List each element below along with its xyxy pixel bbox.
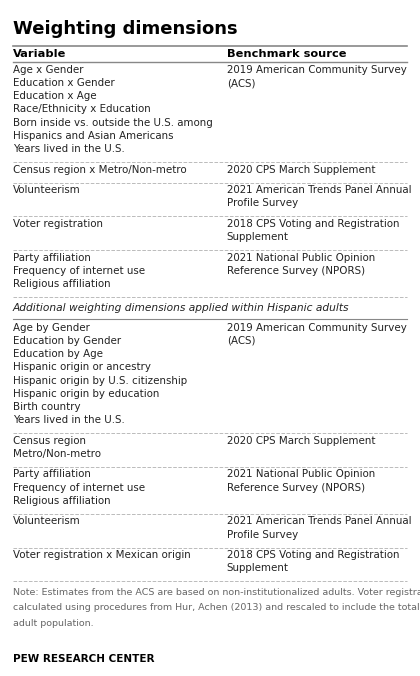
Text: Education x Gender: Education x Gender xyxy=(13,78,114,88)
Text: Reference Survey (NPORS): Reference Survey (NPORS) xyxy=(227,483,365,493)
Text: Reference Survey (NPORS): Reference Survey (NPORS) xyxy=(227,266,365,276)
Text: 2020 CPS March Supplement: 2020 CPS March Supplement xyxy=(227,436,375,445)
Text: Religious affiliation: Religious affiliation xyxy=(13,496,110,506)
Text: adult population.: adult population. xyxy=(13,619,93,627)
Text: 2021 National Public Opinion: 2021 National Public Opinion xyxy=(227,253,375,263)
Text: Weighting dimensions: Weighting dimensions xyxy=(13,20,237,39)
Text: 2018 CPS Voting and Registration: 2018 CPS Voting and Registration xyxy=(227,219,399,229)
Text: Note: Estimates from the ACS are based on non-institutionalized adults. Voter re: Note: Estimates from the ACS are based o… xyxy=(13,588,420,597)
Text: Voter registration: Voter registration xyxy=(13,219,102,229)
Text: Religious affiliation: Religious affiliation xyxy=(13,279,110,289)
Text: Census region: Census region xyxy=(13,436,86,445)
Text: 2018 CPS Voting and Registration: 2018 CPS Voting and Registration xyxy=(227,550,399,560)
Text: Hispanic origin by education: Hispanic origin by education xyxy=(13,389,159,399)
Text: Hispanics and Asian Americans: Hispanics and Asian Americans xyxy=(13,130,173,141)
Text: Benchmark source: Benchmark source xyxy=(227,49,346,59)
Text: Party affiliation: Party affiliation xyxy=(13,470,90,479)
Text: Race/Ethnicity x Education: Race/Ethnicity x Education xyxy=(13,105,150,114)
Text: Metro/Non-metro: Metro/Non-metro xyxy=(13,449,101,459)
Text: Hispanic origin or ancestry: Hispanic origin or ancestry xyxy=(13,362,151,372)
Text: Party affiliation: Party affiliation xyxy=(13,253,90,263)
Text: Voter registration x Mexican origin: Voter registration x Mexican origin xyxy=(13,550,190,560)
Text: (ACS): (ACS) xyxy=(227,336,255,346)
Text: calculated using procedures from Hur, Achen (2013) and rescaled to include the t: calculated using procedures from Hur, Ac… xyxy=(13,604,420,612)
Text: PEW RESEARCH CENTER: PEW RESEARCH CENTER xyxy=(13,654,154,664)
Text: Years lived in the U.S.: Years lived in the U.S. xyxy=(13,415,124,425)
Text: Education by Gender: Education by Gender xyxy=(13,336,121,346)
Text: Frequency of internet use: Frequency of internet use xyxy=(13,266,145,276)
Text: 2020 CPS March Supplement: 2020 CPS March Supplement xyxy=(227,165,375,174)
Text: Additional weighting dimensions applied within Hispanic adults: Additional weighting dimensions applied … xyxy=(13,303,349,312)
Text: Volunteerism: Volunteerism xyxy=(13,516,80,527)
Text: (ACS): (ACS) xyxy=(227,78,255,88)
Text: Age by Gender: Age by Gender xyxy=(13,323,89,333)
Text: 2021 American Trends Panel Annual: 2021 American Trends Panel Annual xyxy=(227,185,411,195)
Text: Education by Age: Education by Age xyxy=(13,349,102,359)
Text: Years lived in the U.S.: Years lived in the U.S. xyxy=(13,144,124,154)
Text: 2021 National Public Opinion: 2021 National Public Opinion xyxy=(227,470,375,479)
Text: Volunteerism: Volunteerism xyxy=(13,185,80,195)
Text: Frequency of internet use: Frequency of internet use xyxy=(13,483,145,493)
Text: Hispanic origin by U.S. citizenship: Hispanic origin by U.S. citizenship xyxy=(13,376,187,385)
Text: Supplement: Supplement xyxy=(227,233,289,242)
Text: Variable: Variable xyxy=(13,49,66,59)
Text: Education x Age: Education x Age xyxy=(13,91,96,101)
Text: Age x Gender: Age x Gender xyxy=(13,65,83,75)
Text: Profile Survey: Profile Survey xyxy=(227,199,298,208)
Text: 2019 American Community Survey: 2019 American Community Survey xyxy=(227,323,407,333)
Text: Supplement: Supplement xyxy=(227,564,289,573)
Text: Profile Survey: Profile Survey xyxy=(227,530,298,539)
Text: 2019 American Community Survey: 2019 American Community Survey xyxy=(227,65,407,75)
Text: Census region x Metro/Non-metro: Census region x Metro/Non-metro xyxy=(13,165,186,174)
Text: 2021 American Trends Panel Annual: 2021 American Trends Panel Annual xyxy=(227,516,411,527)
Text: Birth country: Birth country xyxy=(13,402,80,412)
Text: Born inside vs. outside the U.S. among: Born inside vs. outside the U.S. among xyxy=(13,118,213,128)
